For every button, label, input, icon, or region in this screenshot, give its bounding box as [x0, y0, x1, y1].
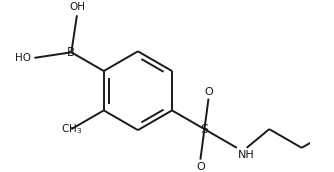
- Text: O: O: [204, 87, 213, 97]
- Text: O: O: [196, 162, 205, 172]
- Text: B: B: [67, 46, 75, 59]
- Text: OH: OH: [69, 2, 85, 12]
- Text: HO: HO: [15, 53, 31, 63]
- Text: NH: NH: [238, 150, 255, 160]
- Text: CH$_3$: CH$_3$: [61, 122, 82, 136]
- Text: S: S: [200, 123, 208, 136]
